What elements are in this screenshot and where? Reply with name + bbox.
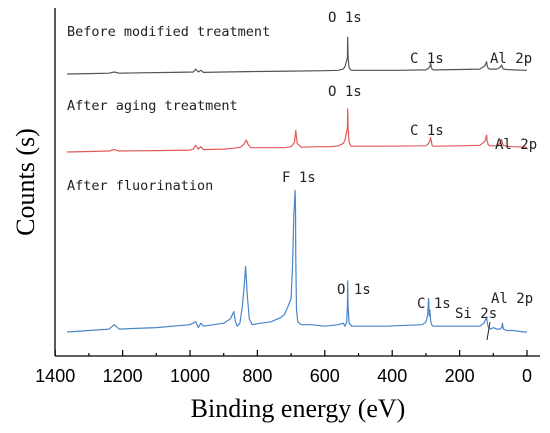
x-tick-label-400: 400 xyxy=(377,366,407,386)
series-line-3 xyxy=(66,189,527,333)
peak-al2p-before: Al 2p xyxy=(490,51,532,67)
peak-c1s-fluor: C 1s xyxy=(417,296,451,312)
x-tick-label-800: 800 xyxy=(242,366,272,386)
label-before: Before modified treatment xyxy=(67,24,270,40)
series-group xyxy=(66,36,527,333)
x-tick-label-1200: 1200 xyxy=(103,366,143,386)
label-fluorination: After fluorination xyxy=(67,178,213,194)
series-line-2 xyxy=(66,108,527,153)
peak-al2p-aging: Al 2p xyxy=(495,137,537,153)
x-axis-title: Binding energy (eV) xyxy=(191,394,406,423)
peak-al2p-fluor: Al 2p xyxy=(491,291,533,307)
peak-c1s-aging: C 1s xyxy=(410,123,444,139)
peak-o1s-fluor: O 1s xyxy=(337,282,371,298)
series-line-1 xyxy=(66,36,527,75)
x-tick-label-1400: 1400 xyxy=(35,366,75,386)
x-tick-label-1000: 1000 xyxy=(170,366,210,386)
x-tick-label-600: 600 xyxy=(310,366,340,386)
peak-c1s-before: C 1s xyxy=(410,51,444,67)
x-tick-label-0: 0 xyxy=(522,366,532,386)
label-aging: After aging treatment xyxy=(67,98,238,114)
peak-o1s-aging: O 1s xyxy=(328,84,362,100)
peak-o1s-before: O 1s xyxy=(328,10,362,26)
x-tick-label-200: 200 xyxy=(445,366,475,386)
peak-si2s-fluor: Si 2s xyxy=(455,306,497,322)
peak-f1s-fluor: F 1s xyxy=(282,170,316,186)
al2p-pointer-line xyxy=(486,321,491,341)
y-axis-title: Counts (s) xyxy=(11,128,40,236)
x-axis-ticks: 1400 1200 1000 800 600 400 200 0 xyxy=(35,350,532,386)
